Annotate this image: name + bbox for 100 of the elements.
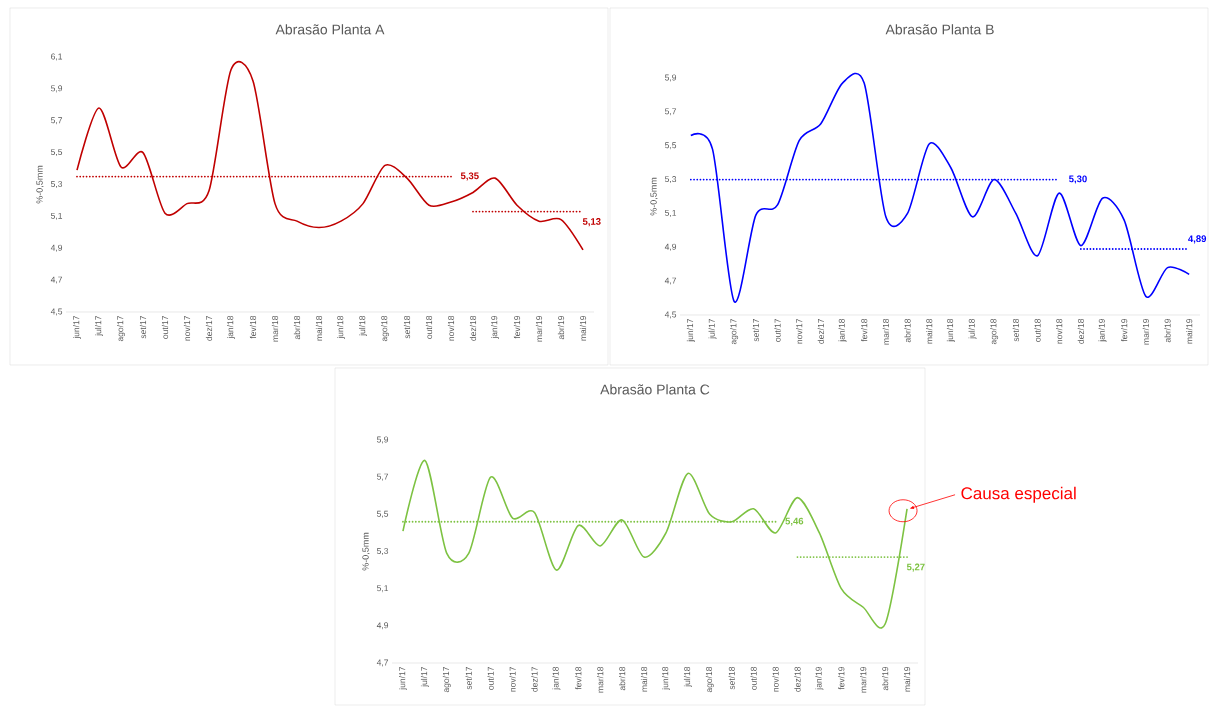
x-tick-label: out/18 <box>750 666 757 690</box>
x-tick-label: dez/17 <box>205 315 213 341</box>
x-tick-label: jul/17 <box>420 666 429 688</box>
x-tick-label: out/17 <box>487 666 494 690</box>
x-tick-label: abr/18 <box>904 318 911 343</box>
x-tick-label: jul/18 <box>359 315 367 337</box>
x-tick-label: mai/19 <box>579 315 587 341</box>
y-tick-label: 5,7 <box>51 117 63 125</box>
x-tick-label: out/18 <box>425 315 433 339</box>
y-tick-label: 5,1 <box>51 212 63 220</box>
annotation: 5,46 <box>785 517 804 526</box>
x-tick-label: ago/17 <box>730 318 739 345</box>
x-tick-label: ago/18 <box>990 318 999 345</box>
x-tick-label: out/18 <box>1034 318 1041 342</box>
x-tick-label: mar/18 <box>271 315 279 342</box>
x-tick-label: mai/19 <box>1186 318 1193 344</box>
x-tick-label: mar/19 <box>860 666 867 693</box>
x-tick-label: ago/17 <box>117 315 125 342</box>
chart-title: Abrasão Planta B <box>885 24 994 35</box>
y-tick-label: 4,9 <box>376 622 389 630</box>
x-tick-label: out/17 <box>774 318 781 342</box>
x-tick-label: jun/18 <box>337 315 345 339</box>
y-tick-label: 5,5 <box>665 142 677 150</box>
x-tick-label: set/17 <box>465 666 472 690</box>
x-tick-label: jan/19 <box>815 666 824 690</box>
annotation: Causa especial <box>961 486 1076 503</box>
x-tick-label: jan/19 <box>491 315 499 339</box>
y-tick-label: 4,7 <box>664 277 677 285</box>
y-axis-title: %-0,5mm <box>362 532 370 571</box>
y-axis-title: %-0,5mm <box>36 165 44 204</box>
x-tick-label: nov/17 <box>796 318 803 344</box>
x-tick-label: dez/18 <box>469 315 477 341</box>
annotation: 5,35 <box>460 172 479 181</box>
x-tick-label: jan/18 <box>227 315 235 339</box>
x-tick-label: fev/19 <box>513 315 521 339</box>
y-tick-label: 4,7 <box>376 659 389 667</box>
x-tick-label: jun/17 <box>73 315 81 339</box>
x-tick-label: jan/19 <box>1098 318 1107 342</box>
y-tick-label: 5,1 <box>377 585 389 593</box>
x-tick-label: abr/18 <box>619 666 626 691</box>
x-tick-label: ago/17 <box>442 666 451 693</box>
x-tick-label: mai/18 <box>315 315 323 341</box>
x-tick-label: jun/18 <box>662 666 670 690</box>
x-tick-label: nov/18 <box>772 666 779 692</box>
x-tick-label: set/18 <box>403 315 411 339</box>
y-tick-label: 5,3 <box>377 548 389 556</box>
x-tick-label: set/18 <box>728 666 735 690</box>
x-tick-label: jul/18 <box>968 318 977 340</box>
x-tick-label: jun/17 <box>399 666 407 690</box>
x-tick-label: mar/18 <box>882 318 889 345</box>
x-tick-label: abr/19 <box>1164 318 1171 343</box>
x-tick-label: set/17 <box>752 318 759 342</box>
x-tick-label: jul/17 <box>95 315 103 337</box>
y-tick-label: 4,5 <box>50 308 63 316</box>
x-tick-label: set/18 <box>1012 318 1019 342</box>
x-tick-label: abr/18 <box>293 315 301 340</box>
x-tick-label: out/17 <box>161 315 169 339</box>
x-tick-label: set/17 <box>139 315 147 339</box>
x-tick-label: jul/17 <box>708 318 717 340</box>
y-tick-label: 5,9 <box>377 436 389 444</box>
x-tick-label: fev/18 <box>249 315 257 339</box>
annotation: 5,27 <box>906 563 925 572</box>
y-tick-label: 6,1 <box>51 53 63 61</box>
x-tick-label: fev/19 <box>838 666 845 690</box>
annotation: 5,13 <box>582 218 601 227</box>
y-tick-label: 4,5 <box>664 311 677 319</box>
y-tick-label: 4,7 <box>50 276 63 284</box>
y-tick-label: 5,5 <box>51 149 63 157</box>
x-tick-label: dez/17 <box>817 318 824 344</box>
x-tick-label: fev/18 <box>575 666 582 690</box>
x-tick-label: mai/18 <box>926 318 933 344</box>
x-tick-label: fev/19 <box>1121 318 1128 342</box>
y-tick-label: 5,3 <box>665 176 677 184</box>
chart-title: Abrasão Planta A <box>275 24 385 35</box>
x-tick-label: jan/18 <box>552 666 561 690</box>
y-axis-title: %-0,5mm <box>650 177 658 216</box>
x-tick-label: ago/18 <box>381 315 389 342</box>
y-tick-label: 5,9 <box>51 85 63 93</box>
annotation: 5,30 <box>1069 175 1087 184</box>
x-tick-label: mar/19 <box>535 315 543 342</box>
x-tick-label: abr/19 <box>557 315 565 340</box>
x-tick-label: abr/19 <box>882 666 889 691</box>
x-tick-label: fev/18 <box>861 318 868 342</box>
x-tick-label: mai/19 <box>903 666 911 692</box>
y-tick-label: 5,7 <box>377 473 389 481</box>
x-tick-label: mar/19 <box>1142 318 1149 345</box>
x-tick-label: jun/17 <box>686 318 695 342</box>
y-tick-label: 4,9 <box>50 244 63 252</box>
x-tick-label: jan/18 <box>838 318 847 342</box>
y-tick-label: 5,9 <box>665 74 677 82</box>
x-tick-label: mai/18 <box>640 666 648 692</box>
x-tick-label: ago/18 <box>705 666 714 693</box>
y-tick-label: 5,5 <box>377 510 389 518</box>
y-tick-label: 4,9 <box>664 243 677 251</box>
annotation: 4,89 <box>1188 235 1207 244</box>
y-tick-label: 5,7 <box>665 108 677 116</box>
x-tick-label: dez/18 <box>794 666 801 692</box>
y-tick-label: 5,3 <box>51 180 63 188</box>
x-tick-label: nov/17 <box>509 666 516 692</box>
x-tick-label: nov/17 <box>183 315 191 341</box>
